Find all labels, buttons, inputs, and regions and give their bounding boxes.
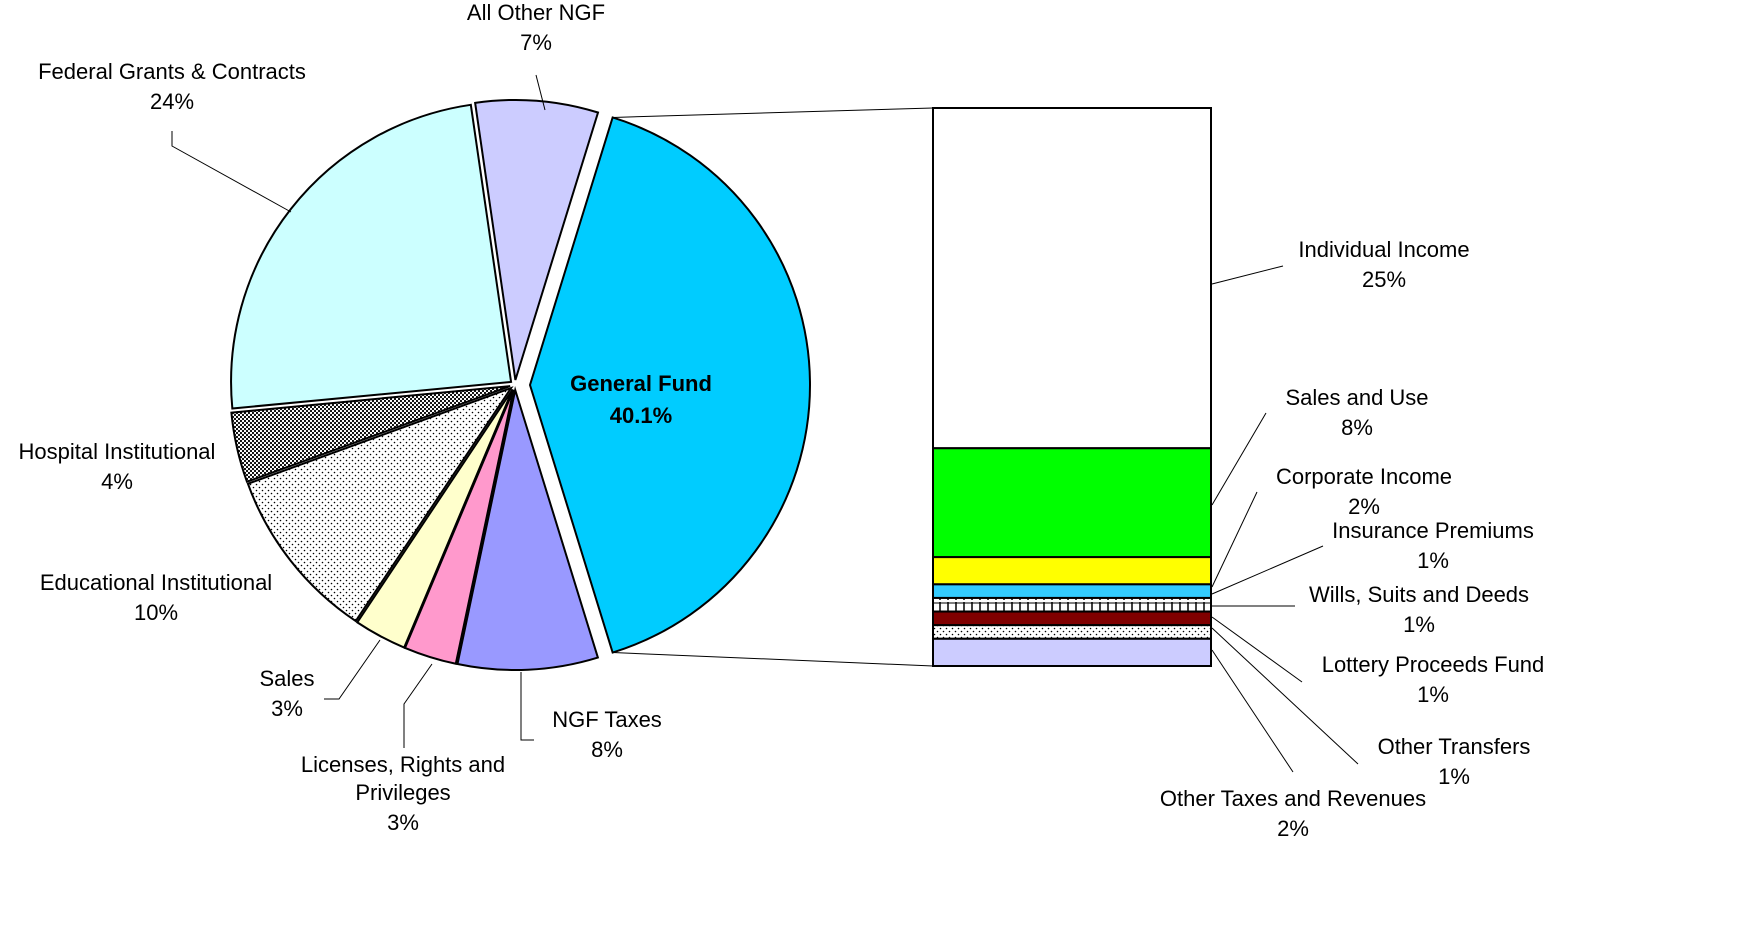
bar-segment-sales-and-use <box>933 448 1211 557</box>
leader-line-licenses-rights-and-privileges <box>404 664 432 748</box>
leader-line-other-taxes-and-revenues <box>1212 650 1293 772</box>
bar-segment-individual-income <box>933 108 1211 448</box>
pie-label-licenses-rights-and-privileges-name: Licenses, Rights and Privileges <box>301 752 505 805</box>
leader-line-corporate-income <box>1212 492 1257 587</box>
pie-label-sales-name: Sales <box>259 666 314 691</box>
bar-label-sales-and-use-name: Sales and Use <box>1285 385 1428 410</box>
connector-line-top <box>613 108 933 117</box>
pie-label-general-fund-value: 40.1% <box>610 403 672 428</box>
leader-line-sales-and-use <box>1212 413 1266 505</box>
pie-label-general-fund-name: General Fund <box>570 371 712 396</box>
pie-label-all-other-ngf-name: All Other NGF <box>467 0 605 25</box>
leader-line-lottery-proceeds-fund <box>1212 617 1302 682</box>
pie-label-hospital-institutional-value: 4% <box>101 469 133 494</box>
pie-label-hospital-institutional-name: Hospital Institutional <box>19 439 216 464</box>
bar-label-lottery-proceeds-fund-name: Lottery Proceeds Fund <box>1322 652 1545 677</box>
bar-segment-lottery-proceeds-fund <box>933 612 1211 626</box>
pie-label-ngf-taxes-value: 8% <box>591 737 623 762</box>
bar-segment-insurance-premiums <box>933 584 1211 598</box>
bar-label-individual-income-value: 25% <box>1362 267 1406 292</box>
leader-line-ngf-taxes <box>521 672 534 740</box>
bar-label-sales-and-use-value: 8% <box>1341 415 1373 440</box>
pie-label-educational-institutional-name: Educational Institutional <box>40 570 272 595</box>
bar-label-other-transfers-name: Other Transfers <box>1378 734 1531 759</box>
bar-label-insurance-premiums-name: Insurance Premiums <box>1332 518 1534 543</box>
pie-label-educational-institutional-value: 10% <box>134 600 178 625</box>
bar-segment-other-taxes-and-revenues <box>933 639 1211 666</box>
bar-label-other-taxes-and-revenues-value: 2% <box>1277 816 1309 841</box>
pie-slice-federal-grants-contracts <box>231 105 511 409</box>
leader-line-federal-grants-contracts <box>172 131 291 212</box>
bar-label-other-taxes-and-revenues-name: Other Taxes and Revenues <box>1160 786 1426 811</box>
bar-label-lottery-proceeds-fund-value: 1% <box>1417 682 1449 707</box>
bar-label-corporate-income-value: 2% <box>1348 494 1380 519</box>
pie-label-federal-grants-contracts-value: 24% <box>150 89 194 114</box>
bar-label-wills-suits-and-deeds-value: 1% <box>1403 612 1435 637</box>
pie-label-ngf-taxes-name: NGF Taxes <box>552 707 662 732</box>
bar-label-wills-suits-and-deeds-name: Wills, Suits and Deeds <box>1309 582 1529 607</box>
leader-line-individual-income <box>1212 266 1283 284</box>
leader-line-sales <box>324 640 380 699</box>
pie-label-all-other-ngf-value: 7% <box>520 30 552 55</box>
bar-label-corporate-income-name: Corporate Income <box>1276 464 1452 489</box>
bar-segment-corporate-income <box>933 557 1211 584</box>
bar-label-insurance-premiums-value: 1% <box>1417 548 1449 573</box>
pie-label-licenses-rights-and-privileges-value: 3% <box>387 810 419 835</box>
leader-line-other-transfers <box>1212 628 1358 764</box>
bar-segment-wills-suits-and-deeds <box>933 598 1211 612</box>
pie-label-federal-grants-contracts-name: Federal Grants & Contracts <box>38 59 306 84</box>
bar-segment-other-transfers <box>933 625 1211 639</box>
connector-line-bottom <box>613 653 933 666</box>
bar-label-other-transfers-value: 1% <box>1438 764 1470 789</box>
leader-line-insurance-premiums <box>1212 546 1323 594</box>
pie-label-sales-value: 3% <box>271 696 303 721</box>
bar-label-individual-income-name: Individual Income <box>1298 237 1469 262</box>
